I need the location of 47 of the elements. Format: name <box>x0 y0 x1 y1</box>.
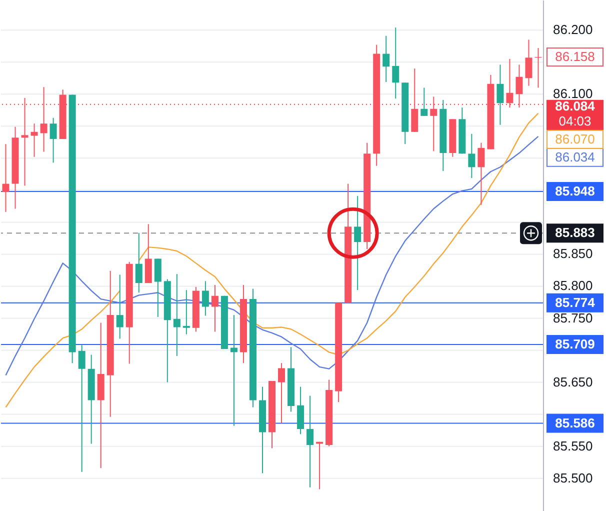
text: 86.158 <box>555 48 595 64</box>
ref-line-label: 85.883 <box>555 225 595 240</box>
candlestick <box>2 144 10 212</box>
candlestick <box>478 142 485 206</box>
candlestick <box>78 344 86 472</box>
candlestick <box>297 386 304 435</box>
candlestick <box>516 64 523 108</box>
y-tick-label: 85.550 <box>553 438 593 454</box>
y-tick-label: 85.750 <box>553 310 593 326</box>
y-tick-label: 85.850 <box>553 246 593 262</box>
line-series <box>5 136 539 376</box>
candlestick <box>154 258 162 318</box>
candlestick <box>392 27 400 100</box>
candlestick <box>40 86 48 152</box>
candlestick <box>116 274 124 340</box>
candlestick <box>306 395 314 488</box>
candlestick <box>211 284 218 332</box>
candlestick <box>278 362 286 424</box>
candlestick <box>420 87 428 116</box>
candlestick <box>525 39 532 86</box>
candlestick <box>468 133 476 179</box>
y-tick-label: 85.650 <box>553 374 593 390</box>
candlestick <box>135 232 142 294</box>
candlestick <box>430 96 438 152</box>
ref-line-label: 85.709 <box>555 336 595 352</box>
candlestick <box>182 290 190 335</box>
candlestick <box>50 117 57 164</box>
candlestick <box>230 314 238 426</box>
ref-line-label: 85.586 <box>555 415 595 430</box>
candlestick <box>382 35 390 82</box>
candlestick <box>506 58 514 108</box>
ref-line-label: 85.948 <box>555 183 595 198</box>
candlestick <box>354 195 362 291</box>
y-tick-label: 86.200 <box>553 22 593 38</box>
data-label: 86.070 <box>555 131 595 146</box>
data-label: 86.034 <box>555 149 595 164</box>
y-tick-label: 85.800 <box>553 278 593 294</box>
ref-line-label: 85.774 <box>555 294 596 310</box>
candlestick <box>173 274 180 357</box>
candlestick <box>496 64 504 126</box>
candlestick <box>30 123 38 158</box>
candlestick <box>411 68 418 132</box>
y-tick-label: 85.500 <box>553 470 593 486</box>
candlestick <box>21 97 28 186</box>
candlestick <box>202 280 209 316</box>
candlestick <box>316 441 324 490</box>
text: 04:03 <box>558 113 592 128</box>
